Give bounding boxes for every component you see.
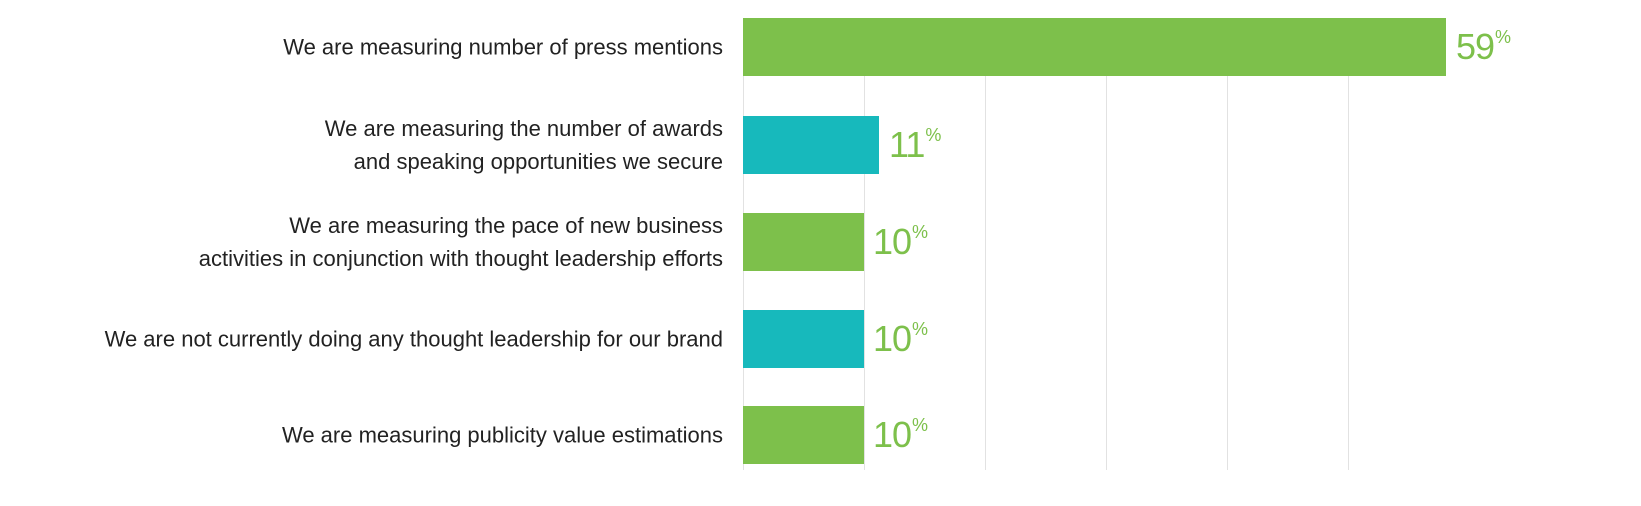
bar bbox=[743, 406, 864, 464]
value-number: 10 bbox=[873, 414, 912, 455]
bar bbox=[743, 310, 864, 368]
value-unit: % bbox=[912, 222, 928, 242]
gridline-50 bbox=[1348, 18, 1349, 470]
label-line: We are measuring publicity value estimat… bbox=[281, 422, 723, 448]
bar-row-publicity-value: We are measuring publicity value estimat… bbox=[0, 406, 1641, 464]
category-label: We are measuring the number of awards an… bbox=[325, 112, 723, 178]
value-number: 11 bbox=[889, 124, 925, 165]
gridline-10 bbox=[864, 18, 865, 470]
bar-row-no-thought-leadership: We are not currently doing any thought l… bbox=[0, 310, 1641, 368]
bar-row-awards-speaking: We are measuring the number of awards an… bbox=[0, 116, 1641, 174]
category-label: We are not currently doing any thought l… bbox=[105, 323, 723, 356]
value-label: 59% bbox=[1456, 26, 1511, 68]
value-number: 10 bbox=[873, 318, 912, 359]
value-unit: % bbox=[925, 125, 941, 145]
value-label: 10% bbox=[873, 414, 928, 456]
value-unit: % bbox=[912, 415, 928, 435]
label-line: We are measuring the pace of new busines… bbox=[289, 213, 723, 238]
value-label: 11% bbox=[889, 124, 941, 166]
category-label: We are measuring publicity value estimat… bbox=[282, 419, 723, 452]
label-line: activities in conjunction with thought l… bbox=[198, 246, 723, 271]
bar bbox=[743, 213, 864, 271]
value-label: 10% bbox=[873, 221, 928, 263]
bar-row-new-business-pace: We are measuring the pace of new busines… bbox=[0, 213, 1641, 271]
gridline-40 bbox=[1227, 18, 1228, 470]
gridline-20 bbox=[985, 18, 986, 470]
label-line: We are measuring the number of awards bbox=[324, 116, 723, 141]
gridline-30 bbox=[1106, 18, 1107, 470]
bar-row-press-mentions: We are measuring number of press mention… bbox=[0, 18, 1641, 76]
label-line: We are measuring number of press mention… bbox=[283, 34, 723, 60]
label-line: and speaking opportunities we secure bbox=[353, 149, 723, 174]
value-number: 59 bbox=[1456, 26, 1495, 67]
value-unit: % bbox=[912, 319, 928, 339]
value-label: 10% bbox=[873, 318, 928, 360]
value-unit: % bbox=[1495, 27, 1511, 47]
category-label: We are measuring number of press mention… bbox=[283, 31, 723, 64]
bar bbox=[743, 116, 879, 174]
bar bbox=[743, 18, 1446, 76]
category-label: We are measuring the pace of new busines… bbox=[199, 209, 723, 275]
value-number: 10 bbox=[873, 221, 912, 262]
label-line: We are not currently doing any thought l… bbox=[104, 326, 723, 352]
